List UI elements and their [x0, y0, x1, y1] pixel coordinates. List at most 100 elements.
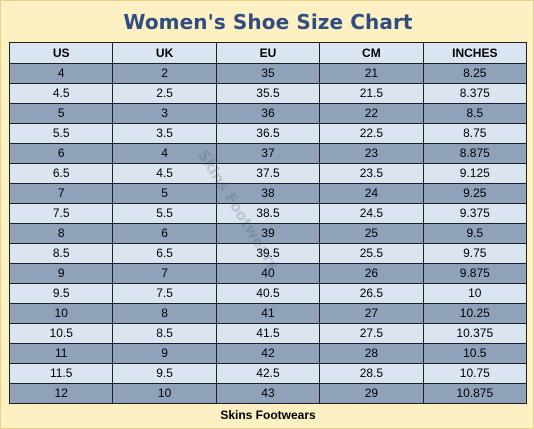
cell-uk: 3 — [112, 103, 217, 124]
table-body: 4 2 35 21 8.25 4.5 2.5 35.5 21.5 8.375 5 3 36 22 8.5 5.… — [8, 63, 528, 404]
table-row: 7 5 38 24 9.25 — [8, 183, 528, 204]
cell-us: 7 — [8, 183, 114, 204]
table-row: 11 9 42 28 10.5 — [8, 343, 528, 364]
cell-inches: 8.875 — [422, 143, 528, 164]
cell-us: 11.5 — [8, 363, 114, 384]
cell-cm: 23.5 — [319, 163, 424, 184]
table-row: 9.5 7.5 40.5 26.5 10 — [8, 283, 528, 304]
cell-eu: 35.5 — [215, 83, 321, 104]
cell-eu: 36.5 — [215, 123, 321, 144]
cell-us: 8.5 — [8, 243, 114, 264]
cell-uk: 2 — [112, 63, 217, 84]
cell-uk: 8.5 — [112, 323, 217, 344]
cell-inches: 10 — [422, 283, 528, 304]
cell-eu: 38 — [215, 183, 321, 204]
table-row: 7.5 5.5 38.5 24.5 9.375 — [8, 203, 528, 224]
cell-eu: 37 — [215, 143, 321, 164]
cell-uk: 6 — [112, 223, 217, 244]
column-header-uk: UK — [112, 42, 217, 64]
cell-inches: 10.25 — [422, 303, 528, 324]
cell-eu: 37.5 — [215, 163, 321, 184]
table-row: 12 10 43 29 10.875 — [8, 383, 528, 404]
cell-uk: 4 — [112, 143, 217, 164]
cell-cm: 26 — [319, 263, 424, 284]
cell-us: 6 — [8, 143, 114, 164]
page-title: Women's Shoe Size Chart — [123, 10, 413, 34]
cell-cm: 23 — [319, 143, 424, 164]
cell-cm: 25 — [319, 223, 424, 244]
cell-uk: 2.5 — [112, 83, 217, 104]
cell-cm: 27.5 — [319, 323, 424, 344]
cell-inches: 10.75 — [422, 363, 528, 384]
cell-us: 5.5 — [8, 123, 114, 144]
cell-uk: 3.5 — [112, 123, 217, 144]
cell-us: 7.5 — [8, 203, 114, 224]
cell-inches: 8.375 — [422, 83, 528, 104]
cell-inches: 9.25 — [422, 183, 528, 204]
table-row: 5.5 3.5 36.5 22.5 8.75 — [8, 123, 528, 144]
table-row: 5 3 36 22 8.5 — [8, 103, 528, 124]
table-row: 6 4 37 23 8.875 — [8, 143, 528, 164]
cell-eu: 35 — [215, 63, 321, 84]
size-table: US UK EU CM INCHES 4 2 35 21 8.25 4.5 2.5 35.5 2… — [8, 42, 528, 404]
cell-us: 9.5 — [8, 283, 114, 304]
table-row: 10 8 41 27 10.25 — [8, 303, 528, 324]
cell-uk: 9 — [112, 343, 217, 364]
column-header-cm: CM — [319, 42, 424, 64]
table-row: 4.5 2.5 35.5 21.5 8.375 — [8, 83, 528, 104]
cell-eu: 43 — [215, 383, 321, 404]
cell-uk: 7 — [112, 263, 217, 284]
table-row: 11.5 9.5 42.5 28.5 10.75 — [8, 363, 528, 384]
cell-eu: 40.5 — [215, 283, 321, 304]
table-row: 8 6 39 25 9.5 — [8, 223, 528, 244]
cell-cm: 21.5 — [319, 83, 424, 104]
cell-inches: 10.5 — [422, 343, 528, 364]
cell-eu: 42.5 — [215, 363, 321, 384]
cell-us: 10.5 — [8, 323, 114, 344]
column-header-eu: EU — [215, 42, 321, 64]
cell-inches: 8.75 — [422, 123, 528, 144]
table-row: 6.5 4.5 37.5 23.5 9.125 — [8, 163, 528, 184]
cell-cm: 21 — [319, 63, 424, 84]
table-row: 9 7 40 26 9.875 — [8, 263, 528, 284]
cell-us: 10 — [8, 303, 114, 324]
cell-us: 5 — [8, 103, 114, 124]
cell-eu: 39.5 — [215, 243, 321, 264]
cell-uk: 10 — [112, 383, 217, 404]
cell-cm: 24 — [319, 183, 424, 204]
cell-cm: 26.5 — [319, 283, 424, 304]
column-header-us: US — [8, 42, 114, 64]
cell-cm: 28.5 — [319, 363, 424, 384]
footer-brand: Skins Footwears — [220, 408, 316, 422]
cell-us: 11 — [8, 343, 114, 364]
cell-cm: 22 — [319, 103, 424, 124]
cell-uk: 7.5 — [112, 283, 217, 304]
cell-cm: 24.5 — [319, 203, 424, 224]
cell-cm: 22.5 — [319, 123, 424, 144]
cell-uk: 5 — [112, 183, 217, 204]
cell-cm: 29 — [319, 383, 424, 404]
cell-inches: 9.5 — [422, 223, 528, 244]
cell-us: 6.5 — [8, 163, 114, 184]
cell-inches: 8.5 — [422, 103, 528, 124]
table-row: 10.5 8.5 41.5 27.5 10.375 — [8, 323, 528, 344]
cell-eu: 36 — [215, 103, 321, 124]
cell-eu: 38.5 — [215, 203, 321, 224]
cell-eu: 41 — [215, 303, 321, 324]
cell-inches: 10.875 — [422, 383, 528, 404]
cell-eu: 40 — [215, 263, 321, 284]
table-row: 8.5 6.5 39.5 25.5 9.75 — [8, 243, 528, 264]
cell-inches: 9.125 — [422, 163, 528, 184]
cell-cm: 28 — [319, 343, 424, 364]
cell-inches: 9.875 — [422, 263, 528, 284]
cell-us: 8 — [8, 223, 114, 244]
cell-uk: 5.5 — [112, 203, 217, 224]
cell-us: 12 — [8, 383, 114, 404]
cell-uk: 8 — [112, 303, 217, 324]
cell-uk: 6.5 — [112, 243, 217, 264]
cell-us: 9 — [8, 263, 114, 284]
cell-uk: 4.5 — [112, 163, 217, 184]
cell-inches: 9.375 — [422, 203, 528, 224]
cell-inches: 9.75 — [422, 243, 528, 264]
